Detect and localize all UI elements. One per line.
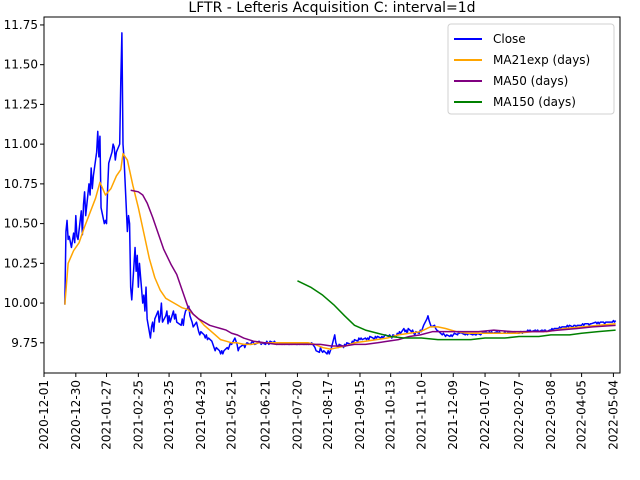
y-tick-label: 9.75 <box>11 336 38 350</box>
x-tick-label: 2021-05-21 <box>225 380 239 450</box>
legend-label: MA21exp (days) <box>493 53 590 67</box>
chart-title: LFTR - Lefteris Acquisition C: interval=… <box>188 0 475 16</box>
plot-frame <box>43 16 621 374</box>
x-tick-label: 2022-04-05 <box>575 380 589 450</box>
y-tick-label: 10.75 <box>4 177 38 191</box>
legend-label: MA50 (days) <box>493 74 568 88</box>
legend-label: MA150 (days) <box>493 95 576 109</box>
x-tick-label: 2021-09-15 <box>353 380 367 450</box>
y-axis: 9.75 10.00 10.25 10.50 10.75 11.00 11.25 11.50 1… <box>4 18 44 350</box>
y-tick-label: 11.25 <box>4 97 38 111</box>
y-tick-label: 11.50 <box>4 58 38 72</box>
x-axis: 2020-12-01 2020-12-30 2021-01-27 2021-02-25… <box>37 373 620 450</box>
x-tick-label: 2021-07-20 <box>290 380 304 450</box>
x-tick-label: 2022-03-08 <box>544 380 558 450</box>
x-tick-label: 2021-11-10 <box>414 380 428 450</box>
x-tick-label: 2021-10-13 <box>384 380 398 450</box>
y-tick-label: 11.75 <box>4 18 38 32</box>
y-tick-label: 10.00 <box>4 296 38 310</box>
series-line-ma21exp-days <box>64 152 616 350</box>
x-tick-label: 2020-12-30 <box>69 380 83 450</box>
x-tick-label: 2021-01-27 <box>100 380 114 450</box>
y-tick-label: 10.50 <box>4 217 38 231</box>
x-tick-label: 2021-08-17 <box>321 380 335 450</box>
x-tick-label: 2021-06-21 <box>259 380 273 450</box>
x-tick-label: 2022-05-04 <box>606 380 620 450</box>
x-tick-label: 2021-12-09 <box>446 380 460 450</box>
x-tick-label: 2021-03-25 <box>162 380 176 450</box>
legend: Close MA21exp (days) MA50 (days) MA150 (day… <box>447 23 615 115</box>
x-tick-label: 2022-01-07 <box>478 380 492 450</box>
x-tick-label: 2021-02-25 <box>131 380 145 450</box>
x-tick-label: 2022-02-07 <box>512 380 526 450</box>
series-line-ma50-days <box>130 189 616 347</box>
y-tick-label: 11.00 <box>4 137 38 151</box>
legend-box <box>447 23 615 115</box>
legend-label: Close <box>493 32 526 46</box>
plot-lines <box>64 32 617 355</box>
x-tick-label: 2021-04-23 <box>194 380 208 450</box>
x-tick-label: 2020-12-01 <box>37 380 51 450</box>
series-line-ma150-days <box>297 280 616 341</box>
y-tick-label: 10.25 <box>4 256 38 270</box>
